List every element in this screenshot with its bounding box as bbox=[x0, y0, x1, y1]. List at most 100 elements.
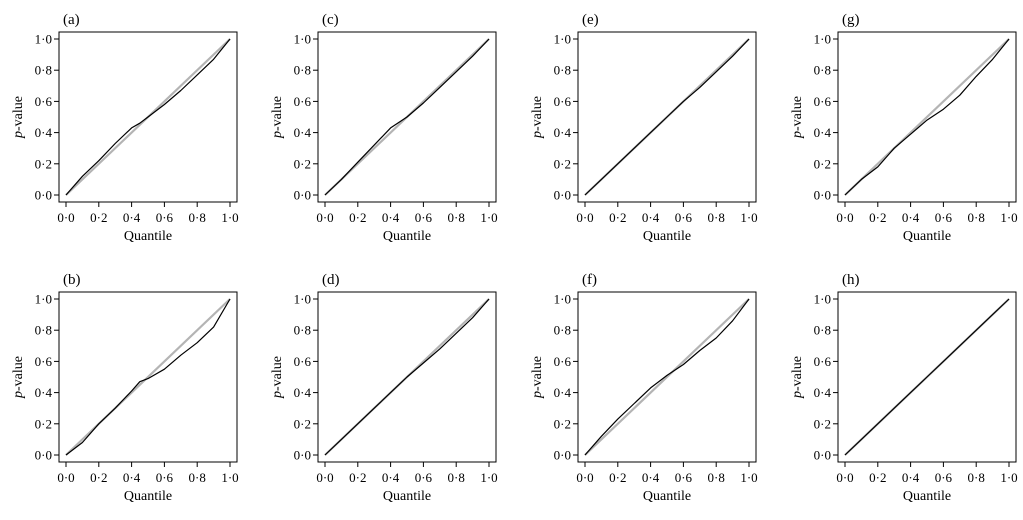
qq-series-line bbox=[844, 298, 1010, 456]
y-tick-label: 0·4 bbox=[35, 125, 53, 140]
y-axis-title: p-value bbox=[270, 356, 285, 399]
x-tick-label: 0·0 bbox=[836, 470, 853, 485]
y-tick-label: 0·6 bbox=[554, 94, 572, 109]
y-tick-label: 1·0 bbox=[554, 32, 571, 47]
reference-diagonal bbox=[844, 38, 1010, 196]
x-axis-title: Quantile bbox=[124, 229, 172, 244]
y-axis-title: p-value bbox=[790, 356, 805, 399]
y-axis-title-italic: p bbox=[530, 131, 545, 139]
x-axis-title: Quantile bbox=[124, 489, 172, 504]
x-axis-title: Quantile bbox=[903, 489, 951, 504]
y-axis-title: p-value bbox=[530, 96, 545, 139]
x-tick-label: 1·0 bbox=[480, 210, 497, 225]
x-tick-label: 0·4 bbox=[382, 470, 400, 485]
y-tick-label: 0·8 bbox=[294, 323, 311, 338]
panel-e: 0·0 0·0 0·2 0·2 0·4 0·4 0·6 0·6 0·8 0·8 1·0 1·0 Quan… bbox=[530, 12, 758, 244]
y-tick-label: 0·2 bbox=[294, 416, 311, 431]
y-axis-title-italic: p bbox=[11, 131, 26, 139]
x-axis-title: Quantile bbox=[383, 489, 431, 504]
x-tick-label: 0·2 bbox=[90, 470, 107, 485]
x-tick-label: 0·6 bbox=[156, 210, 174, 225]
y-axis-title: p-value bbox=[11, 96, 26, 139]
y-axis-title-italic: p bbox=[270, 391, 285, 399]
plot-frame bbox=[577, 291, 757, 463]
x-tick-label: 0·4 bbox=[902, 470, 920, 485]
y-tick-label: 0·6 bbox=[554, 354, 572, 369]
x-tick-label: 0·0 bbox=[836, 210, 853, 225]
qq-series-line bbox=[584, 38, 750, 196]
y-tick-label: 0·2 bbox=[814, 416, 831, 431]
y-tick-label: 0·6 bbox=[814, 94, 832, 109]
plot-frame bbox=[837, 31, 1017, 203]
y-axis-title: p-value bbox=[530, 356, 545, 399]
y-tick-label: 0·8 bbox=[814, 323, 831, 338]
x-tick-label: 0·6 bbox=[415, 210, 433, 225]
x-tick-label: 0·6 bbox=[935, 210, 953, 225]
y-axis-title-italic: p bbox=[270, 131, 285, 139]
x-tick-label: 0·4 bbox=[642, 470, 660, 485]
x-axis-title: Quantile bbox=[903, 229, 951, 244]
panel-c: 0·0 0·0 0·2 0·2 0·4 0·4 0·6 0·6 0·8 0·8 1·0 1·0 Quan… bbox=[270, 12, 498, 244]
y-tick-label: 1·0 bbox=[294, 32, 311, 47]
y-tick-label: 0·0 bbox=[814, 448, 831, 463]
panel-a: 0·0 0·0 0·2 0·2 0·4 0·4 0·6 0·6 0·8 0·8 1·0 1·0 Quan… bbox=[11, 12, 239, 244]
panel-label: (b) bbox=[63, 272, 81, 288]
y-tick-label: 0·4 bbox=[814, 125, 832, 140]
x-tick-label: 0·8 bbox=[189, 470, 206, 485]
panel-label: (d) bbox=[322, 272, 340, 288]
x-tick-label: 0·6 bbox=[675, 210, 693, 225]
panel-f: 0·0 0·0 0·2 0·2 0·4 0·4 0·6 0·6 0·8 0·8 1·0 1·0 Quan… bbox=[530, 272, 758, 504]
y-tick-label: 0·6 bbox=[35, 94, 53, 109]
y-tick-label: 0·6 bbox=[35, 354, 53, 369]
y-tick-label: 1·0 bbox=[35, 292, 52, 307]
y-tick-label: 0·0 bbox=[554, 448, 571, 463]
x-tick-label: 0·2 bbox=[869, 470, 886, 485]
panel-label: (e) bbox=[582, 12, 599, 28]
panel-label: (h) bbox=[842, 272, 860, 288]
panel-label: (a) bbox=[63, 12, 80, 28]
y-tick-label: 0·6 bbox=[294, 354, 312, 369]
y-axis-title-italic: p bbox=[11, 391, 26, 399]
x-axis-title: Quantile bbox=[643, 229, 691, 244]
panel-g: 0·0 0·0 0·2 0·2 0·4 0·4 0·6 0·6 0·8 0·8 1·0 1·0 Quan… bbox=[790, 12, 1018, 244]
y-tick-label: 0·0 bbox=[294, 188, 311, 203]
x-tick-label: 0·8 bbox=[448, 210, 465, 225]
y-tick-label: 0·0 bbox=[814, 188, 831, 203]
panel-label: (g) bbox=[842, 12, 860, 28]
y-tick-label: 0·2 bbox=[814, 156, 831, 171]
x-tick-label: 0·0 bbox=[576, 470, 593, 485]
y-axis-title-rest: -value bbox=[270, 356, 285, 391]
y-axis-title: p-value bbox=[790, 96, 805, 139]
y-tick-label: 1·0 bbox=[814, 32, 831, 47]
y-tick-label: 0·4 bbox=[554, 125, 572, 140]
y-axis-title-italic: p bbox=[790, 131, 805, 139]
y-tick-label: 0·2 bbox=[554, 156, 571, 171]
x-tick-label: 0·2 bbox=[349, 470, 366, 485]
x-tick-label: 0·8 bbox=[189, 210, 206, 225]
y-axis-title-rest: -value bbox=[11, 96, 26, 131]
reference-diagonal bbox=[65, 298, 231, 456]
y-tick-label: 0·2 bbox=[35, 416, 52, 431]
x-axis-title: Quantile bbox=[383, 229, 431, 244]
y-tick-label: 0·4 bbox=[294, 385, 312, 400]
y-tick-label: 0·4 bbox=[294, 125, 312, 140]
y-tick-label: 0·2 bbox=[35, 156, 52, 171]
qq-series-line bbox=[844, 38, 1010, 196]
x-tick-label: 0·0 bbox=[57, 210, 74, 225]
qq-series-line bbox=[65, 298, 231, 456]
y-tick-label: 0·4 bbox=[814, 385, 832, 400]
x-tick-label: 0·8 bbox=[968, 470, 985, 485]
y-axis-title-rest: -value bbox=[270, 96, 285, 131]
y-axis-title-rest: -value bbox=[790, 356, 805, 391]
y-tick-label: 1·0 bbox=[554, 292, 571, 307]
y-tick-label: 1·0 bbox=[814, 292, 831, 307]
x-tick-label: 0·4 bbox=[902, 210, 920, 225]
x-tick-label: 1·0 bbox=[740, 210, 757, 225]
qq-series-line bbox=[324, 298, 490, 456]
y-tick-label: 1·0 bbox=[294, 292, 311, 307]
x-tick-label: 0·4 bbox=[123, 470, 141, 485]
y-axis-title-italic: p bbox=[530, 391, 545, 399]
x-tick-label: 0·6 bbox=[415, 470, 433, 485]
y-axis-title-rest: -value bbox=[790, 96, 805, 131]
panel-label: (c) bbox=[322, 12, 339, 28]
